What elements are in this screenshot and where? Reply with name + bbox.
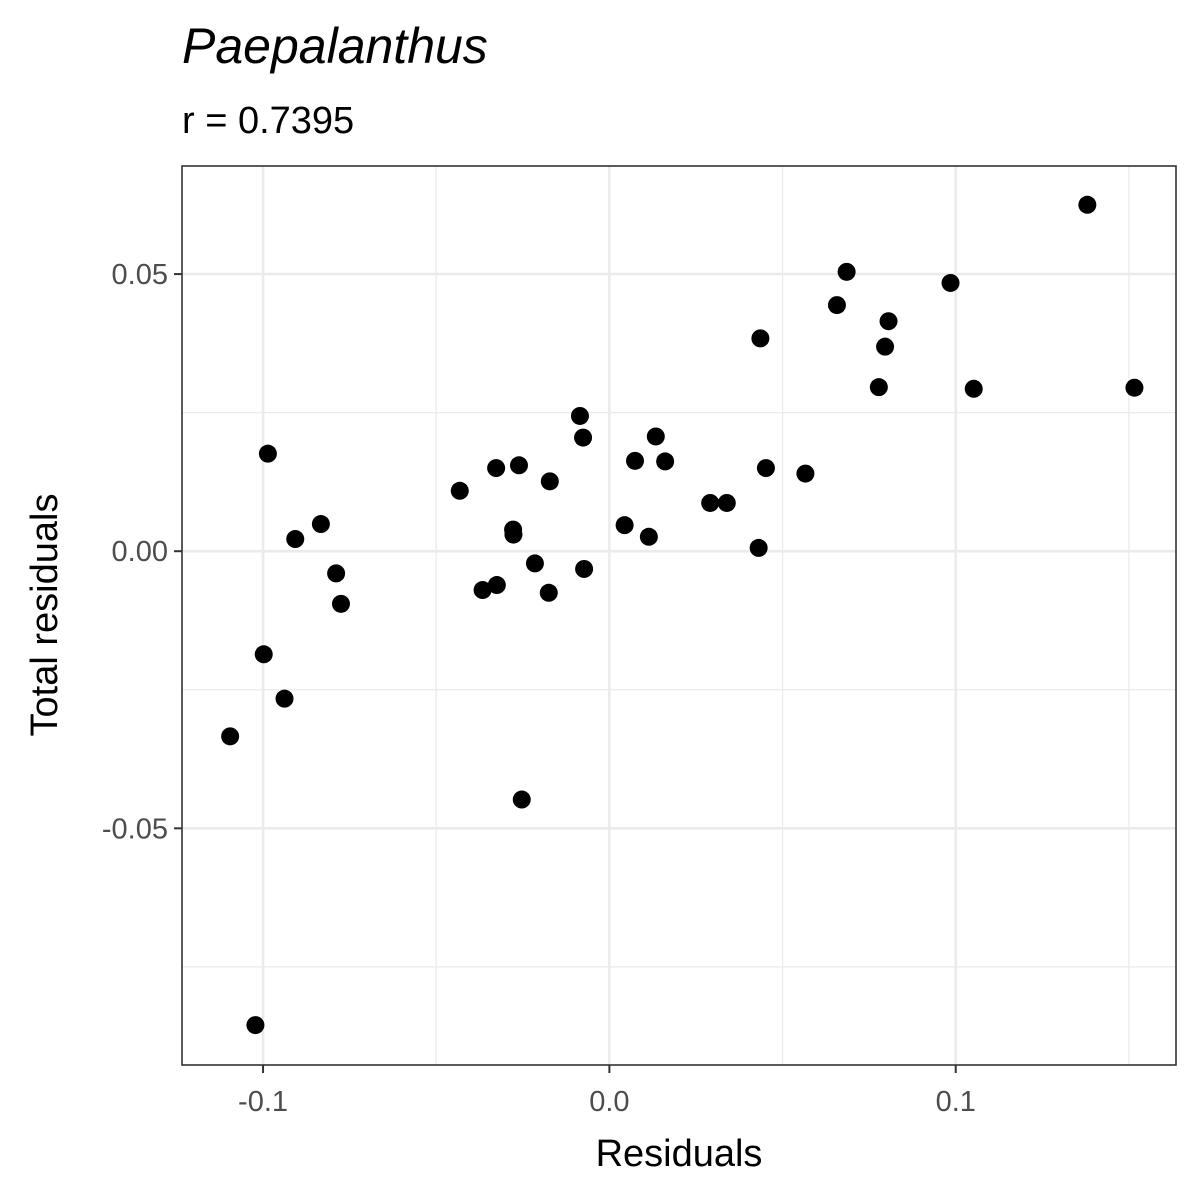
- data-point: [749, 538, 768, 557]
- data-point: [246, 1016, 265, 1035]
- data-point: [869, 378, 888, 397]
- x-tick-label: 0.0: [589, 1086, 629, 1118]
- y-axis: -0.05 0.00 0.05: [102, 259, 182, 845]
- data-point: [525, 554, 544, 573]
- data-point: [751, 329, 770, 348]
- data-point: [539, 583, 558, 602]
- data-point: [258, 444, 277, 463]
- data-point: [311, 515, 330, 534]
- data-point: [646, 427, 665, 446]
- data-point: [626, 451, 645, 470]
- data-point: [639, 527, 658, 546]
- data-point: [717, 493, 736, 512]
- data-points: [221, 195, 1144, 1035]
- data-point: [540, 472, 559, 491]
- data-point: [1078, 195, 1097, 214]
- chart-subtitle: r = 0.7395: [182, 100, 354, 142]
- data-point: [473, 581, 492, 600]
- data-point: [275, 689, 294, 708]
- data-point: [331, 594, 350, 613]
- data-point: [656, 452, 675, 471]
- data-point: [254, 645, 273, 664]
- chart-title: Paepalanthus: [182, 18, 488, 74]
- y-tick-label: 0.00: [112, 536, 168, 568]
- data-point: [487, 576, 506, 595]
- y-tick-label: -0.05: [102, 813, 168, 845]
- data-point: [487, 459, 506, 478]
- x-axis: -0.1 0.0 0.1: [238, 1065, 976, 1118]
- data-point: [701, 493, 720, 512]
- plot-border: [181, 165, 1177, 1066]
- data-point: [756, 459, 775, 478]
- data-point: [512, 790, 531, 809]
- y-tick-label: 0.05: [112, 259, 168, 291]
- y-axis-title: Total residuals: [24, 494, 66, 737]
- data-point: [827, 296, 846, 315]
- data-point: [509, 456, 528, 475]
- data-point: [450, 481, 469, 500]
- data-point: [879, 312, 898, 331]
- data-point: [876, 337, 895, 356]
- data-point: [286, 530, 305, 549]
- x-axis-title: Residuals: [596, 1133, 763, 1175]
- data-point: [796, 464, 815, 483]
- x-tick-label: 0.1: [936, 1086, 976, 1118]
- data-point: [221, 727, 240, 746]
- x-tick-label: -0.1: [238, 1086, 288, 1118]
- data-point: [837, 262, 856, 281]
- plot-panel: [182, 166, 1176, 1065]
- grid: [182, 166, 1176, 1065]
- data-point: [964, 379, 983, 398]
- data-point: [1125, 378, 1144, 397]
- data-point: [615, 516, 634, 535]
- data-point: [504, 525, 523, 544]
- data-point: [941, 273, 960, 292]
- data-point: [327, 564, 346, 583]
- data-point: [574, 428, 593, 447]
- data-point: [575, 559, 594, 578]
- data-point: [570, 406, 589, 425]
